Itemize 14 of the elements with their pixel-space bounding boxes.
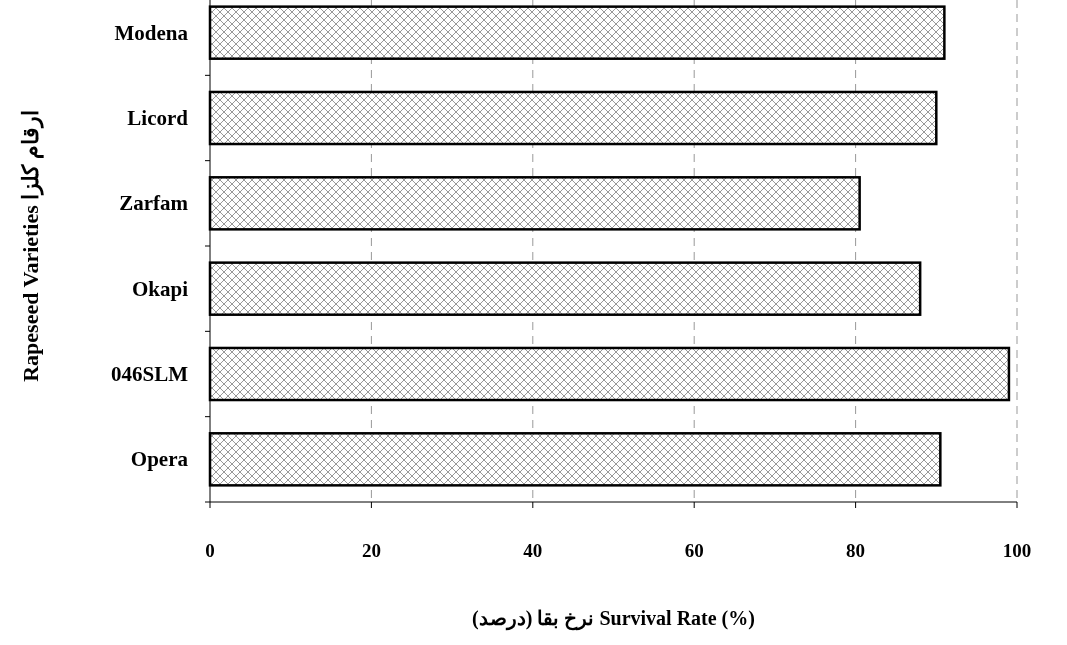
y-tick-label: Zarfam	[119, 191, 189, 216]
y-tick-label: Okapi	[131, 276, 189, 301]
y-tick-label: Licord	[127, 106, 189, 130]
x-tick-label: 0	[205, 540, 215, 561]
y-axis-title: Rapeseed Varieties ارقام کلزا	[18, 110, 44, 382]
x-tick-label: 60	[684, 540, 704, 561]
x-axis-title: نرخ بقا (درصد) Survival Rate (%)	[472, 607, 755, 631]
x-tick-label: 20	[361, 540, 381, 561]
x-tick-label: 80	[846, 540, 866, 561]
x-tick-label: 40	[523, 540, 543, 561]
x-tick-label: 100	[1002, 540, 1032, 561]
y-tick-label: Modena	[114, 20, 189, 45]
y-tick-label: Opera	[130, 447, 189, 472]
y-tick-label: 046SLM	[110, 362, 189, 386]
